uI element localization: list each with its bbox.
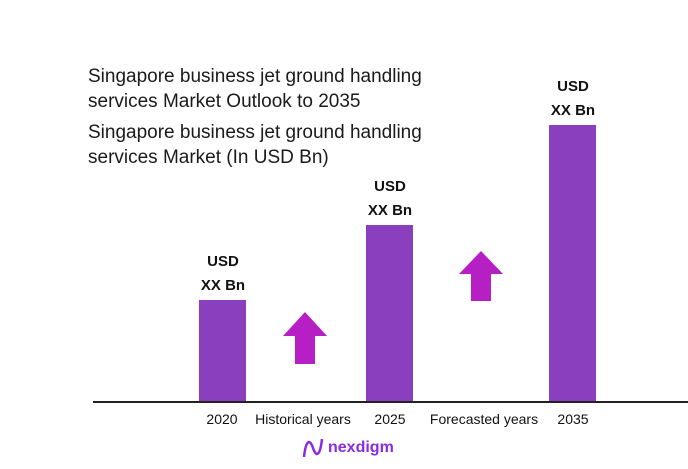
data-label-line: XX Bn: [200, 277, 246, 294]
data-label-line: USD: [207, 253, 239, 270]
x-tick-2035: 2035: [557, 411, 589, 427]
chart-title: Singapore business jet ground handling s…: [88, 66, 422, 112]
nexdigm-logo-icon: [302, 438, 324, 458]
data-label-line: XX Bn: [367, 202, 413, 219]
chart-subtitle: Singapore business jet ground handling s…: [88, 122, 422, 168]
data-label-2035: USD XX Bn: [533, 75, 613, 123]
data-label-line: USD: [374, 178, 406, 195]
x-axis-line: [93, 401, 688, 403]
data-label-2020: USD XX Bn: [183, 250, 263, 298]
bar-2035: [549, 125, 596, 402]
annotation-forecasted-years: Forecasted years: [429, 411, 539, 427]
logo-text: nexdigm: [328, 439, 394, 456]
x-tick-2025: 2025: [374, 411, 406, 427]
bar-2025: [366, 225, 413, 402]
x-tick-2020: 2020: [206, 411, 238, 427]
bar-2020: [199, 300, 246, 402]
data-label-2025: USD XX Bn: [350, 175, 430, 223]
growth-arrow-icon: [459, 251, 503, 301]
data-label-line: XX Bn: [550, 102, 596, 119]
nexdigm-logo: nexdigm: [302, 437, 394, 459]
data-label-line: USD: [557, 78, 589, 95]
annotation-historical-years: Historical years: [255, 411, 351, 427]
growth-arrow-icon: [283, 312, 327, 364]
